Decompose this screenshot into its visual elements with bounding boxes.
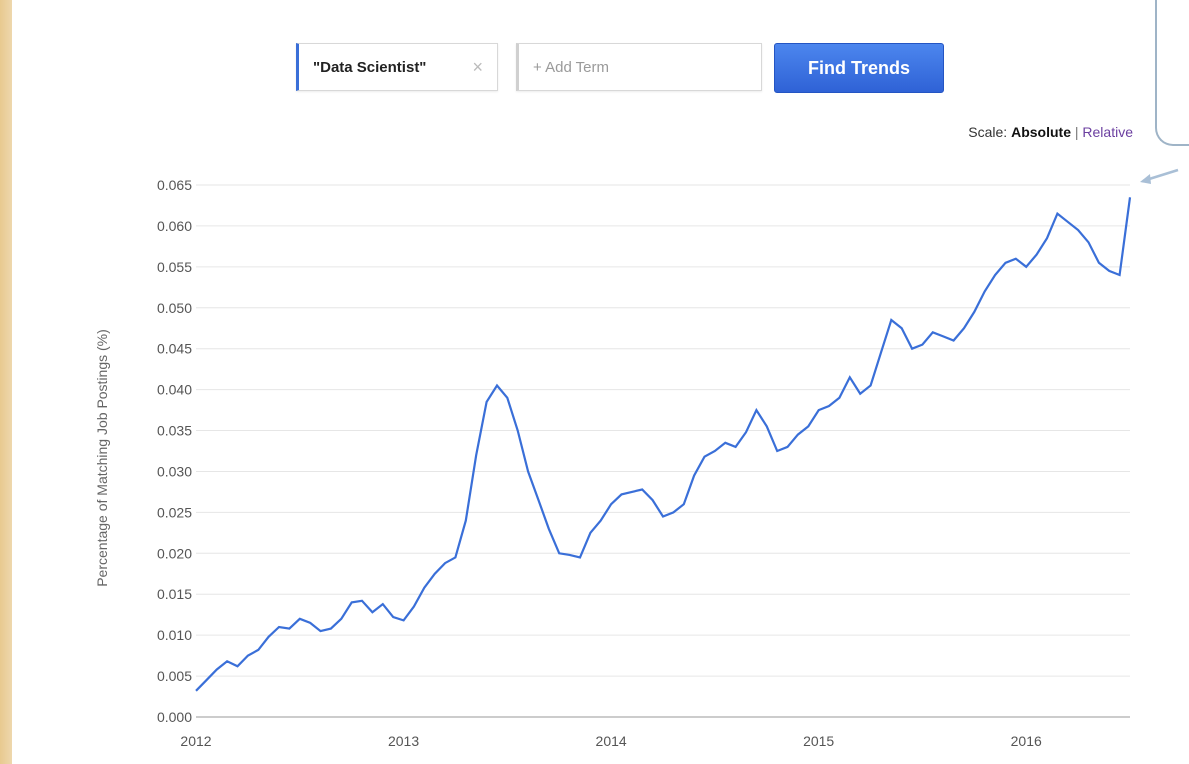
y-tick-label: 0.010 xyxy=(157,627,192,643)
find-trends-button[interactable]: Find Trends xyxy=(774,43,944,93)
callout-arrow-icon xyxy=(1140,168,1179,184)
add-term-placeholder: + Add Term xyxy=(533,59,610,76)
y-tick-label: 0.030 xyxy=(157,463,192,479)
search-term-text: "Data Scientist" xyxy=(313,59,427,76)
y-tick-label: 0.065 xyxy=(157,177,192,193)
x-axis-ticks: 2012 2013 2014 2015 2016 xyxy=(180,733,1042,749)
search-term-chip[interactable]: "Data Scientist" × xyxy=(296,43,498,91)
y-tick-label: 0.015 xyxy=(157,586,192,602)
x-tick-label: 2012 xyxy=(180,733,211,749)
y-tick-label: 0.040 xyxy=(157,382,192,398)
y-axis-label: Percentage of Matching Job Postings (%) xyxy=(94,329,110,587)
y-tick-label: 0.005 xyxy=(157,668,192,684)
y-tick-label: 0.000 xyxy=(157,709,192,725)
add-term-input[interactable]: + Add Term xyxy=(516,43,762,91)
x-tick-label: 2014 xyxy=(596,733,627,749)
y-tick-label: 0.045 xyxy=(157,341,192,357)
y-tick-label: 0.025 xyxy=(157,504,192,520)
y-tick-label: 0.050 xyxy=(157,300,192,316)
y-tick-label: 0.055 xyxy=(157,259,192,275)
y-tick-label: 0.020 xyxy=(157,545,192,561)
callout-box xyxy=(1155,0,1189,146)
scale-separator: | xyxy=(1074,124,1079,140)
x-tick-label: 2016 xyxy=(1011,733,1042,749)
trends-panel xyxy=(12,0,1189,764)
scale-relative-link[interactable]: Relative xyxy=(1082,124,1133,140)
chart-grid xyxy=(196,184,1130,718)
scale-label: Scale: xyxy=(968,124,1008,140)
x-tick-label: 2013 xyxy=(388,733,419,749)
scale-selector: Scale: Absolute | Relative xyxy=(968,124,1133,140)
series-line xyxy=(195,197,1132,692)
y-tick-label: 0.035 xyxy=(157,423,192,439)
y-tick-label: 0.060 xyxy=(157,218,192,234)
scale-absolute-option[interactable]: Absolute xyxy=(1011,124,1071,140)
x-tick-label: 2015 xyxy=(803,733,834,749)
y-axis-ticks: 0.000 0.005 0.010 0.015 0.020 0.025 0.030 0.035… xyxy=(157,177,192,725)
remove-term-icon[interactable]: × xyxy=(472,57,483,77)
